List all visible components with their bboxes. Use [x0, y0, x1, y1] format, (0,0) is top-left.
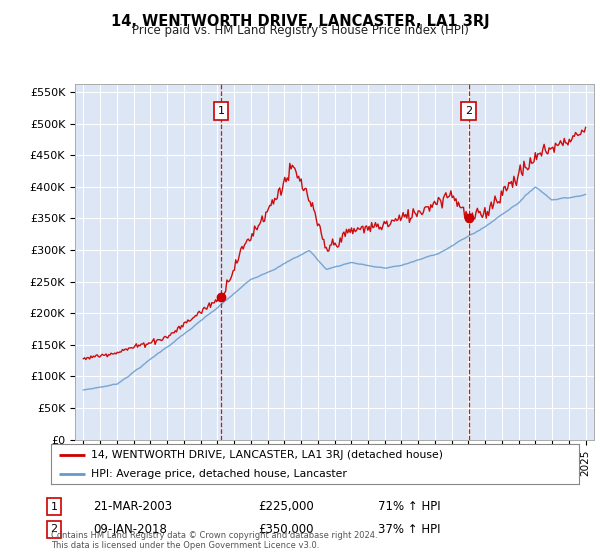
Text: HPI: Average price, detached house, Lancaster: HPI: Average price, detached house, Lanc… [91, 469, 346, 478]
Text: 71% ↑ HPI: 71% ↑ HPI [378, 500, 440, 514]
Text: 1: 1 [50, 502, 58, 512]
Text: 37% ↑ HPI: 37% ↑ HPI [378, 522, 440, 536]
Text: £350,000: £350,000 [258, 522, 314, 536]
Text: 14, WENTWORTH DRIVE, LANCASTER, LA1 3RJ (detached house): 14, WENTWORTH DRIVE, LANCASTER, LA1 3RJ … [91, 450, 443, 460]
Text: 14, WENTWORTH DRIVE, LANCASTER, LA1 3RJ: 14, WENTWORTH DRIVE, LANCASTER, LA1 3RJ [110, 14, 490, 29]
Text: 21-MAR-2003: 21-MAR-2003 [93, 500, 172, 514]
Text: Contains HM Land Registry data © Crown copyright and database right 2024.
This d: Contains HM Land Registry data © Crown c… [51, 530, 377, 550]
Text: 1: 1 [217, 106, 224, 116]
Text: 09-JAN-2018: 09-JAN-2018 [93, 522, 167, 536]
Text: £225,000: £225,000 [258, 500, 314, 514]
Text: 2: 2 [50, 524, 58, 534]
Text: 2: 2 [466, 106, 473, 116]
Text: Price paid vs. HM Land Registry's House Price Index (HPI): Price paid vs. HM Land Registry's House … [131, 24, 469, 37]
